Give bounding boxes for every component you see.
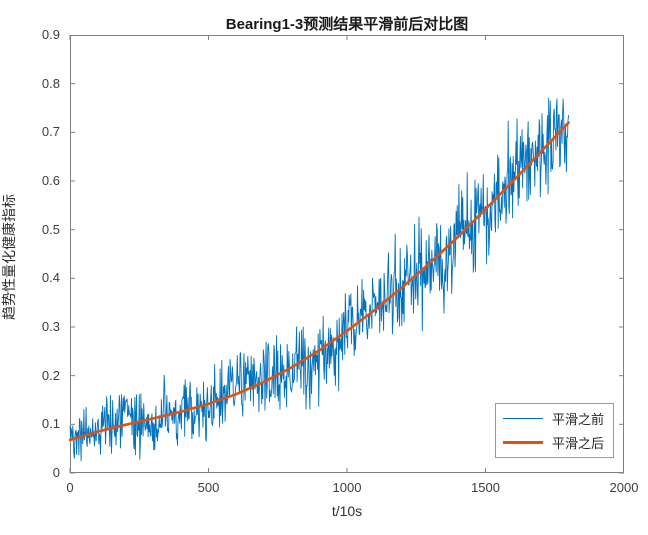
y-tick-label: 0.9 [41,27,60,42]
smoothed-series-line [68,121,570,442]
x-tick-label: 2000 [609,480,639,495]
legend-line-sample-raw [502,418,543,419]
x-axis-label: t/10s [331,503,363,519]
legend-label-raw: 平滑之前 [551,412,604,427]
y-tick-label: 0.7 [41,124,60,140]
x-tick-label: 500 [197,480,220,495]
y-tick-label: 0.6 [41,173,60,188]
y-tick-label: 0.1 [41,416,60,432]
x-tick-label: 0 [66,480,74,495]
x-tick-label: 1000 [332,480,362,495]
plot-canvas [68,35,624,474]
y-tick-label: 0.3 [41,319,60,334]
legend[interactable]: 平滑之前 平滑之后 [494,403,614,458]
x-tick-label: 1500 [471,480,500,495]
y-tick-label: 0.8 [41,75,60,91]
y-tick-label: 0.2 [41,367,60,383]
legend-entry-raw: 平滑之前 [502,409,604,428]
y-tick-label: 0 [52,465,60,480]
legend-label-smoothed: 平滑之后 [551,436,604,451]
chart-title: Bearing1-3预测结果平滑前后对比图 [225,16,469,33]
legend-entry-smoothed: 平滑之后 [502,433,604,452]
y-tick-label: 0.5 [41,221,60,237]
y-tick-label: 0.4 [41,270,60,286]
legend-line-sample-smoothed [502,441,543,444]
plot-area: 平滑之前 平滑之后 [68,35,624,474]
raw-series-line [69,97,570,462]
